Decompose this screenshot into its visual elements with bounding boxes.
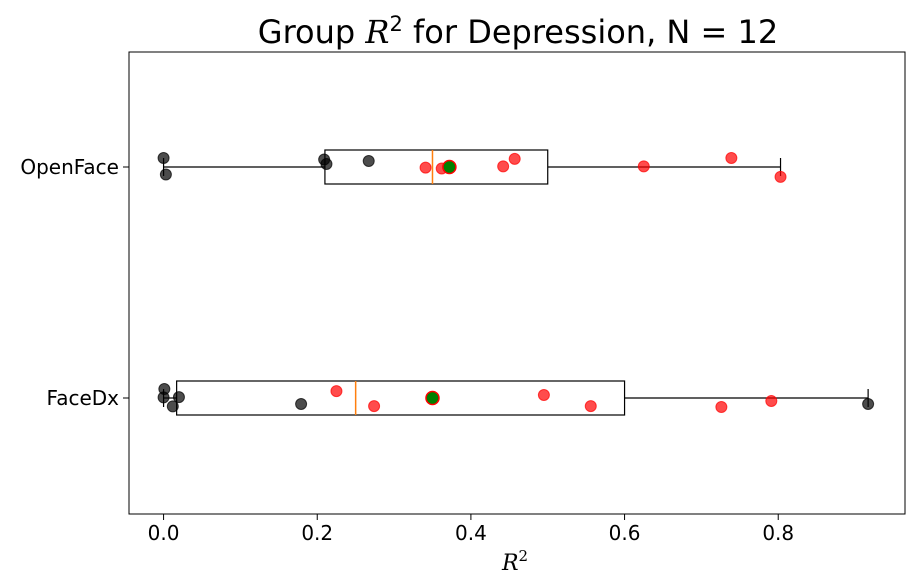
data-point bbox=[362, 155, 375, 167]
x-axis-label-superscript: 2 bbox=[519, 547, 529, 565]
x-tick-label: 0.8 bbox=[762, 521, 794, 545]
data-point bbox=[508, 152, 521, 165]
data-point bbox=[584, 400, 597, 413]
data-point bbox=[157, 152, 170, 164]
data-point bbox=[166, 400, 179, 413]
chart-title: Group R2 for Depression, N = 12 bbox=[258, 12, 778, 51]
data-point bbox=[172, 391, 185, 404]
data-point bbox=[330, 385, 343, 398]
data-point bbox=[862, 398, 875, 410]
data-point bbox=[537, 389, 550, 401]
mean-marker bbox=[425, 390, 440, 406]
y-tick-label: OpenFace bbox=[20, 155, 119, 179]
data-point bbox=[157, 391, 170, 404]
data-point bbox=[725, 152, 738, 164]
y-tick-label: FaceDx bbox=[47, 386, 120, 410]
x-axis-label-variable: R bbox=[501, 551, 519, 576]
data-point bbox=[715, 401, 728, 413]
data-point bbox=[774, 170, 787, 183]
title-variable: R bbox=[364, 13, 389, 51]
title-prefix: Group bbox=[258, 13, 366, 51]
data-point bbox=[295, 398, 308, 410]
x-axis-label: R2 bbox=[501, 547, 528, 576]
axes-frame bbox=[128, 51, 906, 515]
data-point bbox=[497, 160, 510, 173]
data-point bbox=[637, 160, 650, 173]
box-iqr bbox=[176, 380, 626, 416]
x-tick-label: 0.6 bbox=[609, 521, 641, 545]
data-point bbox=[159, 168, 172, 181]
data-point bbox=[765, 395, 778, 407]
data-point bbox=[419, 161, 432, 174]
x-tick-label: 0.0 bbox=[148, 521, 180, 545]
mean-marker bbox=[442, 159, 457, 175]
title-superscript: 2 bbox=[389, 12, 402, 36]
title-suffix: for Depression, N = 12 bbox=[403, 13, 778, 51]
x-tick-label: 0.2 bbox=[301, 521, 333, 545]
x-tick-label: 0.4 bbox=[455, 521, 487, 545]
data-point bbox=[320, 158, 333, 170]
data-point bbox=[368, 400, 381, 413]
plot-area: 0.0 0.2 0.4 0.6 0.8 OpenFace FaceDx bbox=[20, 51, 906, 545]
